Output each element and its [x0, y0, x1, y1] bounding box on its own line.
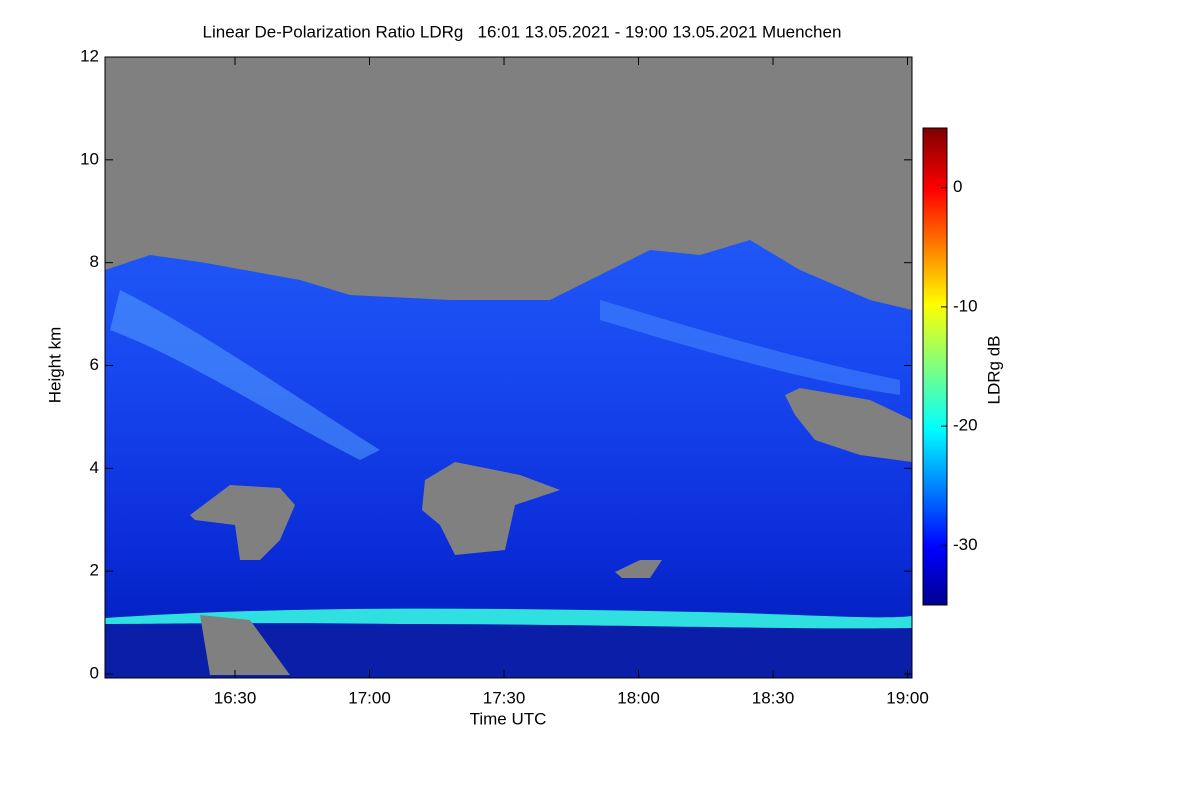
heatmap-no-signal — [200, 615, 290, 675]
colorbar — [922, 127, 948, 606]
x-tick-label: 16:30 — [214, 688, 257, 707]
colorbar-tick-label: -20 — [953, 416, 978, 435]
plot-frame — [104, 56, 913, 679]
chart-title: Linear De-Polarization Ratio LDRg 16:01 … — [203, 22, 842, 41]
colorbar-tick-label: -30 — [953, 535, 978, 554]
x-tick-label: 17:00 — [348, 688, 391, 707]
y-tick-label: 8 — [90, 252, 99, 271]
heatmap-streak — [600, 300, 900, 395]
y-axis-label: Height km — [45, 327, 64, 404]
heatmap-no-signal — [422, 462, 560, 555]
colorbar-tick-label: -10 — [953, 296, 978, 315]
heatmap-no-signal — [190, 485, 295, 560]
x-tick-label: 17:30 — [483, 688, 526, 707]
heatmap-boundary-layer — [105, 608, 912, 629]
y-tick-label: 0 — [90, 663, 99, 682]
heatmap-streak — [110, 290, 380, 460]
x-tick-label: 18:00 — [617, 688, 660, 707]
y-tick-label: 10 — [80, 149, 99, 168]
heatmap-image — [105, 57, 912, 678]
y-tick-label: 2 — [90, 561, 99, 580]
x-tick-label: 18:30 — [752, 688, 795, 707]
colorbar-label: LDRg dB — [984, 336, 1003, 405]
y-tick-label: 4 — [90, 458, 99, 477]
y-tick-label: 12 — [80, 46, 99, 65]
heatmap-no-signal — [785, 388, 912, 462]
heatmap-no-signal — [615, 560, 662, 578]
x-axis-label: Time UTC — [470, 709, 547, 728]
y-tick-label: 6 — [90, 355, 99, 374]
colorbar-tick-label: 0 — [953, 177, 962, 196]
x-tick-label: 19:00 — [886, 688, 929, 707]
heatmap-no-signal — [105, 57, 912, 310]
